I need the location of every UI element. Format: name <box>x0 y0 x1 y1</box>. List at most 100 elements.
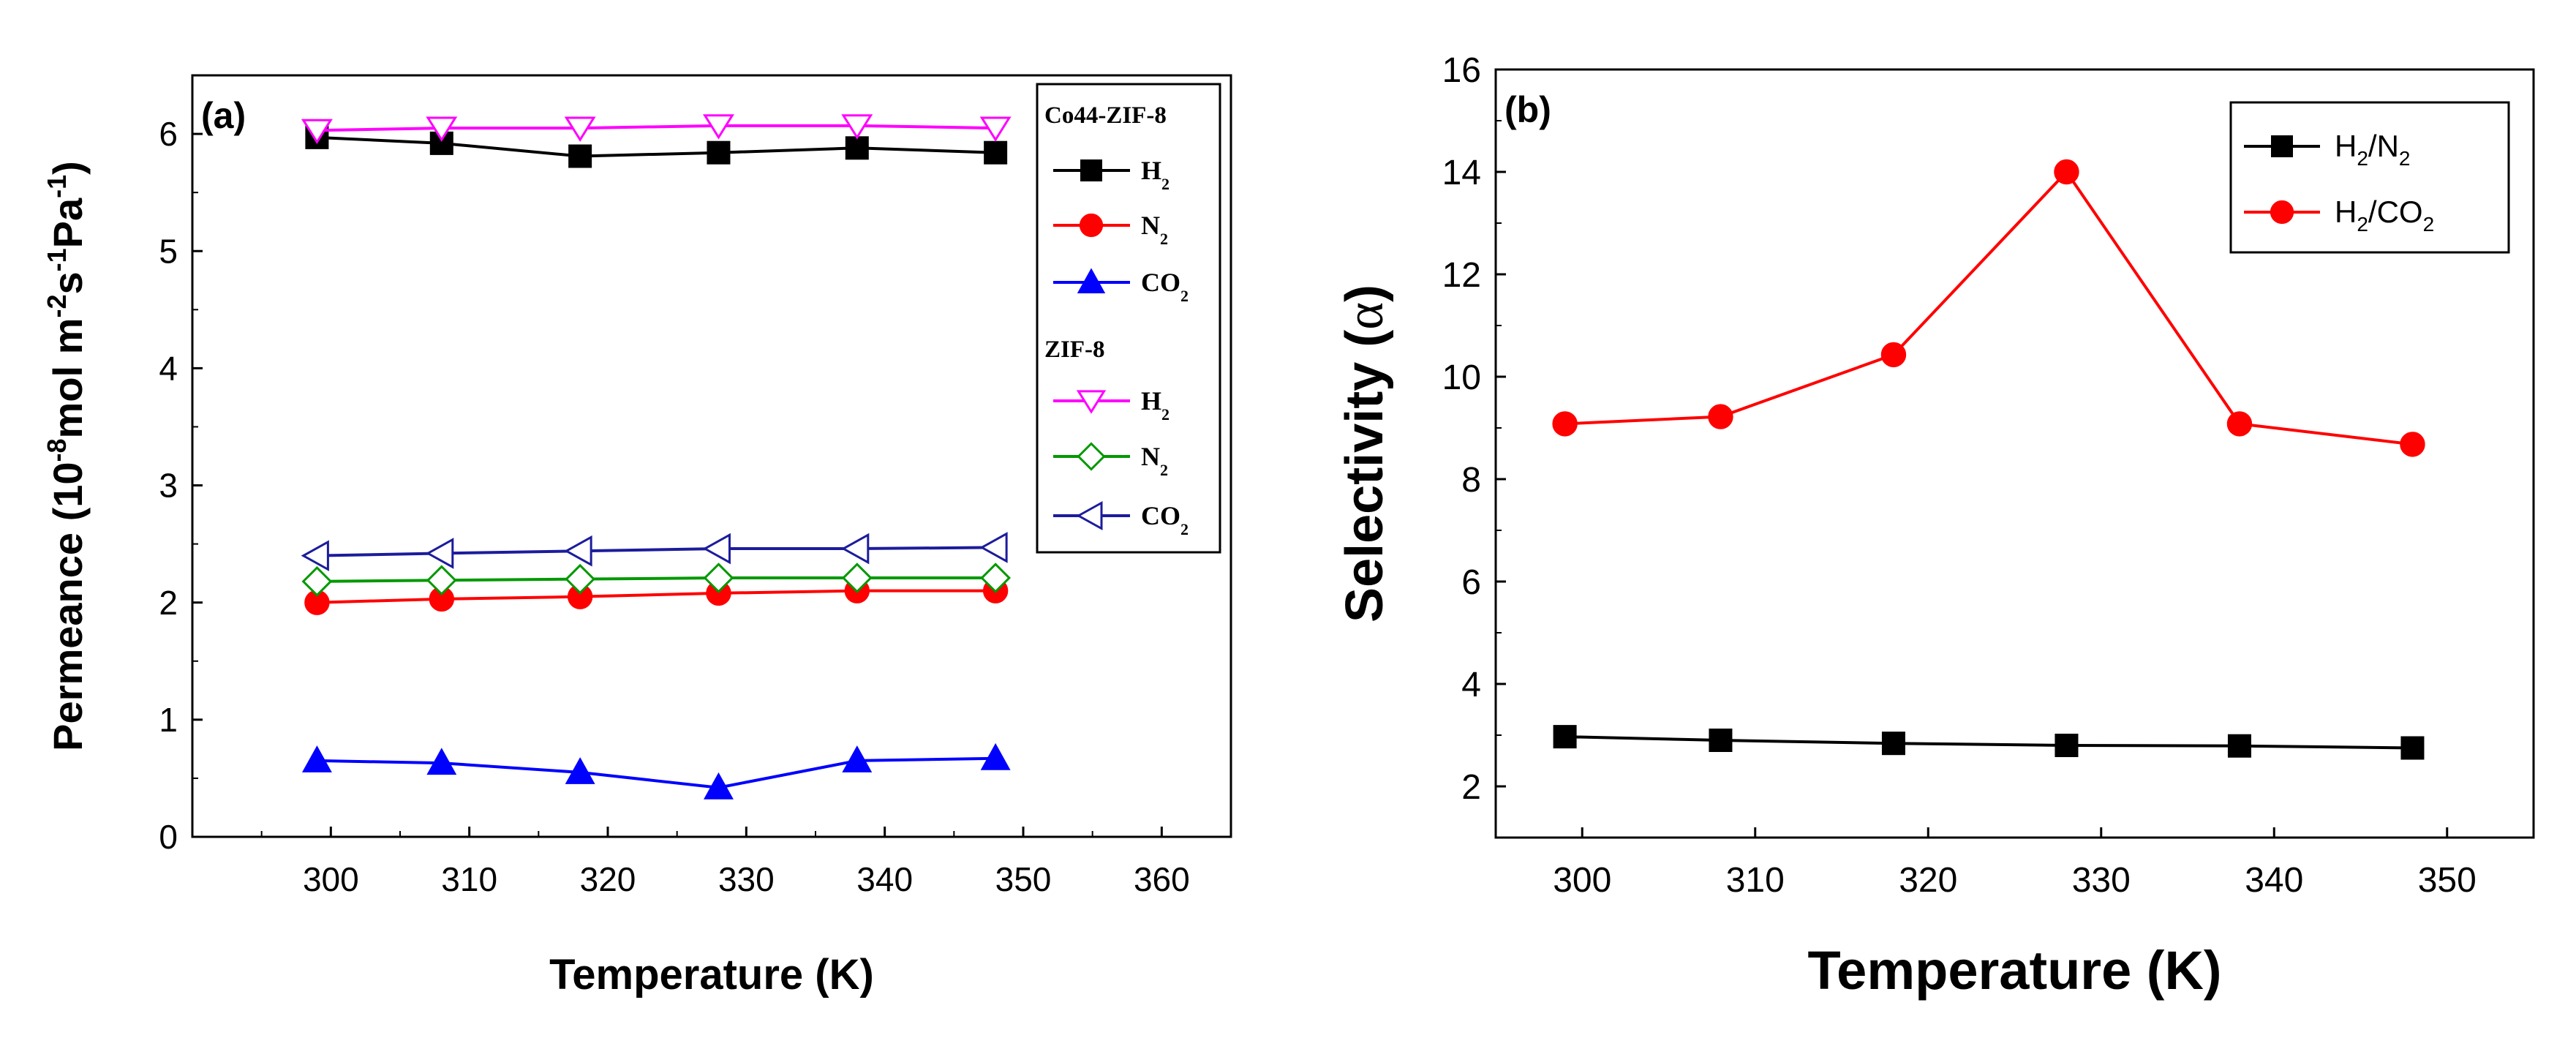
plot-frame <box>191 74 1232 838</box>
y-title-text: 10 <box>45 462 91 507</box>
series-co2 <box>301 742 1011 800</box>
legend-label-text: N <box>1141 442 1160 471</box>
legend-label-text: CO <box>1141 268 1180 297</box>
y-title-text: Selectivity ( <box>1336 330 1394 623</box>
legend-label: H2 <box>1141 156 1170 193</box>
data-point <box>2054 159 2079 185</box>
legend-entry: CO2 <box>1053 268 1189 305</box>
legend-label-subscript: 2 <box>1161 175 1170 193</box>
x-tick-label: 350 <box>2418 861 2477 900</box>
legend-marker <box>1077 442 1106 471</box>
y-title-text: Permeance ( <box>45 507 91 751</box>
legend-group-title: ZIF-8 <box>1044 336 1105 363</box>
data-point <box>301 540 329 571</box>
x-tick-label: 300 <box>303 860 359 898</box>
legend-marker <box>2270 200 2294 225</box>
legend-marker <box>1077 268 1106 293</box>
legend-entry: N2 <box>1053 211 1168 248</box>
data-point <box>1553 725 1577 749</box>
data-point <box>564 535 592 567</box>
data-point <box>984 140 1008 165</box>
data-point <box>426 748 457 775</box>
legend-label: N2 <box>1141 211 1168 248</box>
series-line <box>317 546 996 557</box>
y-title-text: Pa <box>45 198 91 248</box>
legend-entry: H2 <box>1053 386 1170 424</box>
legend-label-text: H <box>1141 156 1161 185</box>
legend-label: H2/CO2 <box>2335 195 2434 236</box>
series-n2 <box>301 563 1012 597</box>
y-tick-label: 6 <box>1461 563 1481 602</box>
data-point <box>565 563 596 595</box>
data-point <box>707 140 731 165</box>
data-point <box>568 144 592 168</box>
data-point <box>980 563 1012 593</box>
data-point <box>845 136 869 160</box>
legend-label-text: N <box>1141 211 1160 240</box>
y-tick-label: 4 <box>1461 666 1481 704</box>
x-tick-label: 360 <box>1134 860 1190 898</box>
data-point <box>426 565 457 596</box>
series-line <box>317 135 996 158</box>
series-line <box>317 589 996 604</box>
data-point <box>702 533 731 565</box>
data-point <box>979 532 1008 563</box>
y-title-superscript: -2 <box>42 295 72 318</box>
legend-box <box>2229 101 2510 254</box>
x-tick-label: 310 <box>1726 861 1785 900</box>
data-point <box>426 116 458 142</box>
series-h2 <box>301 114 1012 145</box>
y-title-text: ) <box>1336 285 1394 302</box>
legend-marker <box>2271 135 2293 157</box>
y-tick-label: 12 <box>1442 256 1481 295</box>
data-point <box>703 114 734 140</box>
chart-b-selectivity: 300 310 320 330 340 350 2 4 6 8 10 12 14 16 (b) Tempera… <box>1336 51 2535 1001</box>
y-axis-ticks: 0 1 2 3 4 5 6 <box>159 115 203 856</box>
legend: H2/N2 H2/CO2 <box>2229 101 2510 254</box>
y-title-superscript: -1 <box>42 175 72 198</box>
data-point <box>425 538 454 569</box>
legend-label-text: CO <box>1141 501 1180 530</box>
data-point <box>564 116 596 142</box>
data-point <box>979 116 1012 142</box>
data-point <box>703 563 734 593</box>
y-axis-ticks: 2 4 6 8 10 12 14 16 <box>1442 51 1506 807</box>
y-title-alpha: α <box>1336 302 1394 330</box>
data-point <box>1709 729 1733 752</box>
legend-label-subscript: 2 <box>1160 461 1168 479</box>
data-point <box>841 114 873 140</box>
y-title-text: s <box>45 271 91 294</box>
series-line <box>1564 169 2413 446</box>
legend-label-subscript: 2 <box>1180 520 1189 538</box>
legend-marker <box>1076 500 1103 531</box>
x-tick-label: 350 <box>995 860 1052 898</box>
series-line <box>317 756 996 789</box>
x-tick-label: 330 <box>718 860 775 898</box>
y-axis-title: Permeance (10-8mol m-2s-1Pa-1) <box>42 161 91 751</box>
y-title-superscript: -1 <box>42 248 72 271</box>
data-point <box>2227 734 2251 758</box>
legend-marker <box>1080 159 1102 181</box>
legend-marker <box>1076 390 1107 414</box>
series-n2 <box>304 578 1009 615</box>
x-tick-label: 330 <box>2072 861 2131 900</box>
y-title-text: ) <box>45 161 91 175</box>
data-point <box>980 742 1011 770</box>
series-h2-n2 <box>1553 725 2425 760</box>
legend-entry: H2/CO2 <box>2244 195 2434 236</box>
x-axis-ticks: 300 310 320 330 340 350 360 <box>260 827 1190 898</box>
data-point <box>1880 342 1907 368</box>
data-point <box>301 119 333 145</box>
y-tick-label: 5 <box>159 232 178 270</box>
data-point <box>2055 734 2079 757</box>
plot-frame <box>1494 68 2535 839</box>
series-co2 <box>301 532 1008 571</box>
data-point <box>301 565 333 597</box>
legend-entry: H2 <box>1053 156 1170 193</box>
x-axis-title: Temperature (K) <box>1807 940 2221 1001</box>
legend-label-subscript: 2 <box>2357 147 2368 170</box>
legend-entry: H2/N2 <box>2244 129 2411 170</box>
data-point <box>841 563 873 593</box>
series-line <box>1564 735 2413 750</box>
